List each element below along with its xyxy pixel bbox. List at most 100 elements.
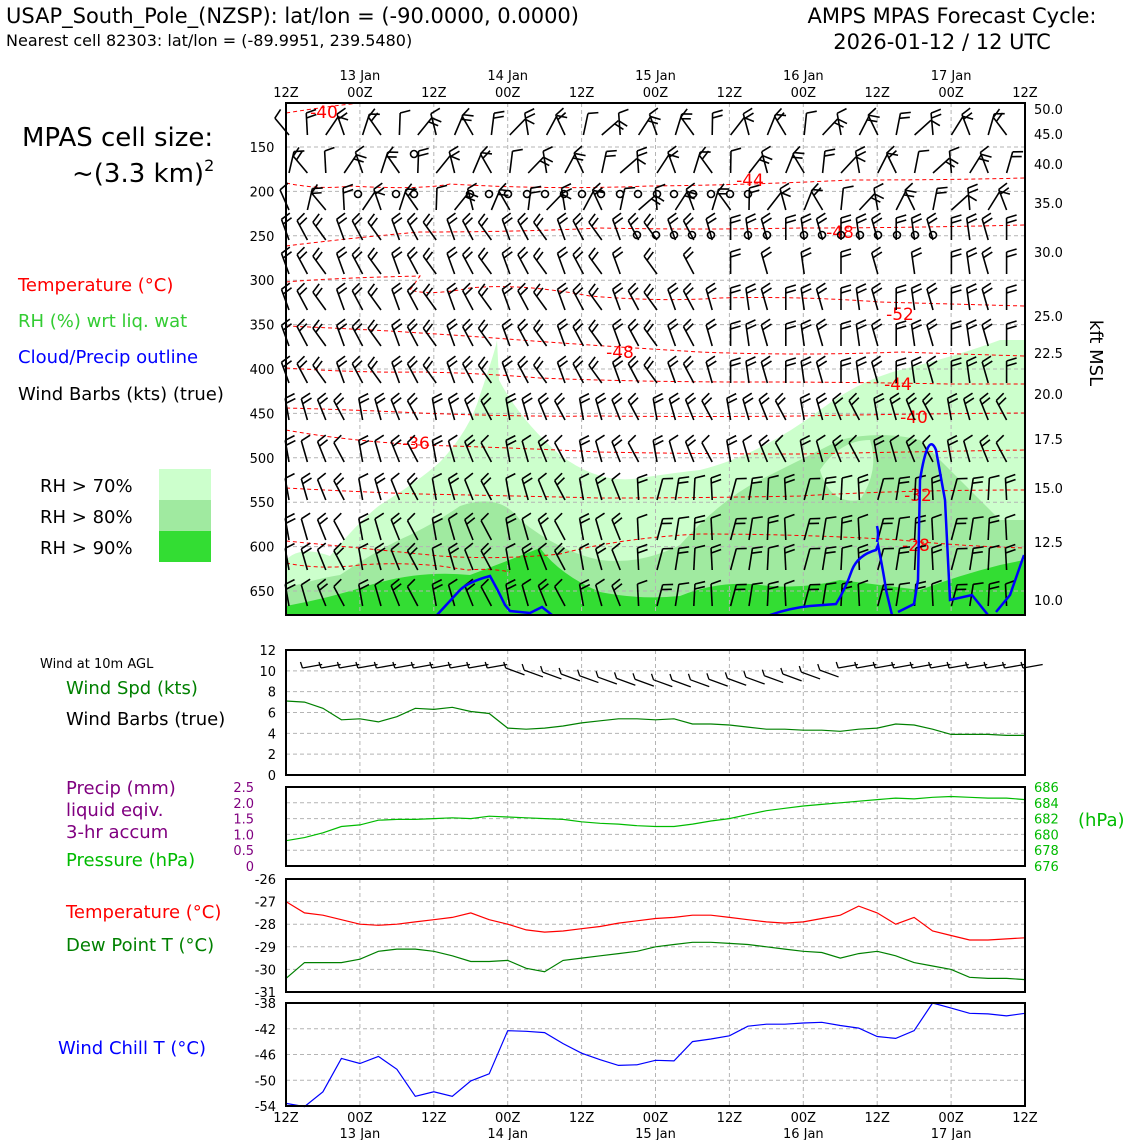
wind-barb-staff bbox=[333, 480, 345, 501]
surface-barb-staff bbox=[634, 678, 655, 687]
series-line bbox=[285, 1002, 1026, 1108]
precip-label-3: 3-hr accum bbox=[66, 822, 168, 843]
surface-wind-barb bbox=[854, 661, 877, 669]
wind-barb bbox=[950, 583, 968, 607]
wind-barb-feather bbox=[785, 289, 797, 294]
wind-barb-staff bbox=[509, 151, 514, 174]
wind-barb bbox=[611, 472, 621, 501]
wind-barb-feather bbox=[305, 108, 317, 114]
wind-barb-feather bbox=[837, 118, 848, 125]
surface-wind-barb bbox=[632, 673, 655, 687]
wind-barb-feather bbox=[432, 397, 443, 404]
wind-barb-staff bbox=[296, 363, 309, 384]
y-tick-label: -29 bbox=[255, 941, 276, 956]
wind-barb-staff bbox=[870, 252, 879, 275]
wind-barb-staff bbox=[760, 361, 769, 384]
wind-barb bbox=[431, 434, 443, 463]
wind-barb bbox=[654, 183, 666, 211]
wind-barb-feather bbox=[477, 213, 486, 223]
wind-barb-feather bbox=[856, 361, 867, 367]
wind-barb-feather bbox=[425, 323, 434, 333]
wind-barb bbox=[774, 434, 787, 463]
wind-barb-feather bbox=[761, 145, 772, 153]
wind-barb-staff bbox=[979, 441, 989, 463]
wind-barb bbox=[336, 107, 348, 136]
calm-wind-marker bbox=[559, 189, 569, 199]
wind-barb-feather bbox=[856, 288, 867, 294]
rh80-swatch bbox=[159, 500, 211, 531]
wind-barb-staff bbox=[931, 583, 934, 607]
wind-barb-feather bbox=[973, 546, 984, 550]
wind-barb-staff bbox=[542, 151, 548, 174]
wind-barb bbox=[895, 284, 907, 310]
wind-barb-staff bbox=[357, 440, 364, 463]
wind-barb-staff bbox=[870, 218, 879, 241]
cycle-title: AMPS MPAS Forecast Cycle: bbox=[808, 4, 1097, 28]
wind-barb-staff bbox=[774, 442, 787, 463]
wind-barb bbox=[656, 517, 674, 541]
bottom-tick-label: 12Z bbox=[569, 1111, 595, 1126]
wind-barb-staff bbox=[572, 290, 585, 311]
wind-barb-staff bbox=[594, 478, 603, 501]
wind-barb-staff bbox=[836, 113, 842, 136]
wind-barb bbox=[815, 282, 828, 311]
wind-barb-feather bbox=[480, 542, 490, 552]
wind-barb bbox=[710, 473, 722, 501]
wind-barb-feather bbox=[558, 323, 569, 331]
wind-barb-staff bbox=[783, 583, 787, 607]
wind-barb-feather bbox=[310, 183, 319, 194]
wind-barb bbox=[391, 318, 403, 347]
wind-barb bbox=[784, 214, 797, 240]
wind-barb-staff bbox=[480, 520, 493, 541]
wind-barb-staff bbox=[357, 478, 364, 501]
wind-barb-staff bbox=[578, 548, 585, 571]
wind-barb-staff bbox=[611, 441, 621, 463]
wind-barb bbox=[446, 246, 458, 275]
wind-barb bbox=[431, 578, 443, 607]
wind-barb-staff bbox=[390, 585, 401, 607]
wind-barb-staff bbox=[300, 584, 309, 607]
wind-barb bbox=[447, 392, 460, 421]
wind-barb bbox=[537, 512, 549, 541]
y-tick-label: 6 bbox=[268, 707, 276, 722]
wind-barb bbox=[527, 185, 542, 211]
wind-barb-staff bbox=[701, 400, 713, 421]
wind-barb-staff bbox=[913, 517, 917, 541]
wind-barb-feather bbox=[816, 434, 826, 442]
wind-barb-staff bbox=[578, 398, 585, 421]
wind-barb-feather bbox=[501, 246, 512, 254]
wind-barb-feather bbox=[927, 217, 938, 225]
wind-barb bbox=[895, 214, 907, 240]
wind-barb-feather bbox=[927, 287, 938, 295]
wind-barb-staff bbox=[979, 152, 989, 174]
wind-barb-feather bbox=[595, 578, 605, 586]
wind-barb bbox=[374, 512, 385, 541]
wind-barb-staff bbox=[821, 518, 827, 541]
wind-barb-feather bbox=[464, 360, 474, 369]
wind-barb-feather bbox=[317, 392, 327, 401]
wind-barb-feather bbox=[498, 182, 507, 192]
wind-barb-staff bbox=[840, 517, 843, 541]
wind-barb-staff bbox=[422, 364, 437, 384]
wind-barb bbox=[316, 542, 327, 571]
precip-label-1: Precip (mm) bbox=[66, 778, 176, 799]
wind-barb-staff bbox=[477, 255, 493, 275]
wind-barb-feather bbox=[701, 150, 710, 160]
wind-barb-feather bbox=[948, 397, 959, 404]
wind-barb-feather bbox=[856, 213, 867, 219]
wind-barb-feather bbox=[727, 397, 738, 404]
wind-barb-feather bbox=[760, 439, 770, 447]
wind-barb-feather bbox=[432, 583, 443, 590]
wind-barb-feather bbox=[981, 318, 992, 326]
wind-barb bbox=[380, 151, 399, 174]
wind-barb-feather bbox=[703, 397, 713, 406]
wind-barb-feather bbox=[655, 183, 666, 189]
wind-barb bbox=[1005, 284, 1017, 310]
wind-barb-feather bbox=[554, 542, 563, 552]
wind-barb-feather bbox=[762, 217, 772, 225]
wind-barb-feather bbox=[370, 323, 378, 333]
wind-barb-staff bbox=[431, 518, 437, 541]
wind-barb-staff bbox=[792, 153, 805, 174]
wind-barb bbox=[367, 356, 382, 384]
wind-barb-staff bbox=[745, 288, 750, 311]
